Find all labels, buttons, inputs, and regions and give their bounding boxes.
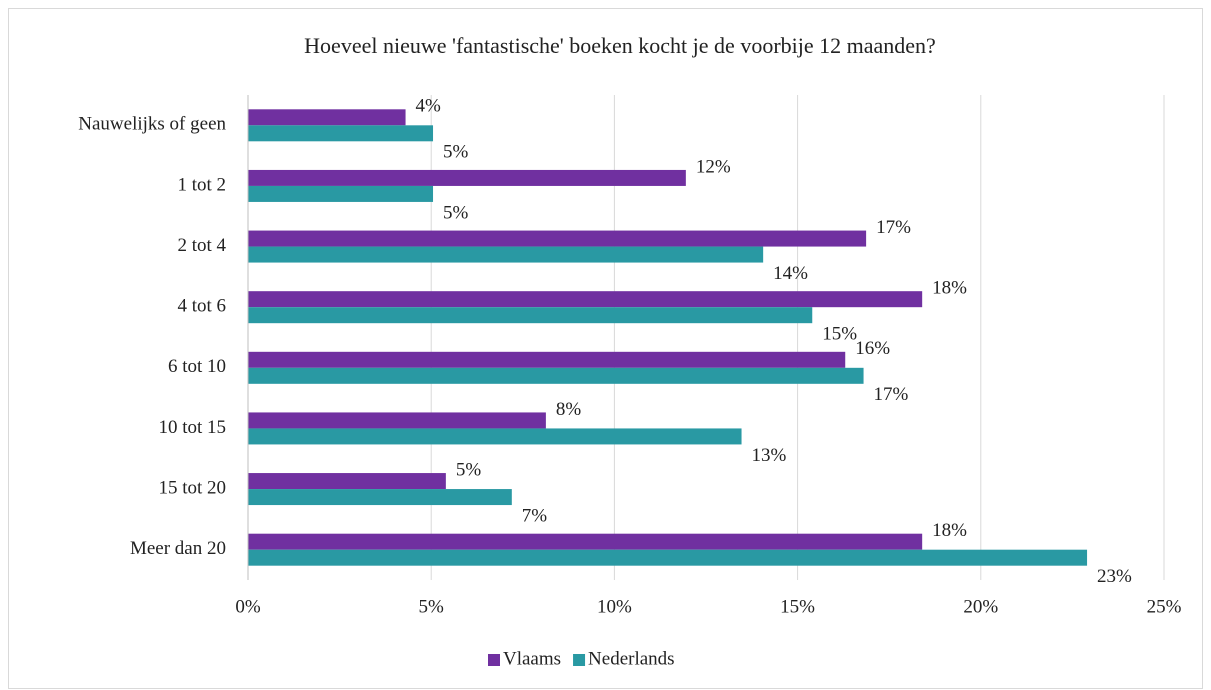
bar	[248, 185, 434, 202]
bar	[248, 230, 867, 247]
y-tick-label: 2 tot 4	[177, 235, 226, 256]
legend-swatch	[573, 654, 586, 666]
x-tick-label: 25%	[1147, 596, 1182, 617]
bar	[248, 473, 446, 490]
x-tick-label: 5%	[419, 596, 445, 617]
legend-label: Nederlands	[588, 648, 675, 669]
chart-frame	[8, 8, 1203, 689]
bar	[248, 549, 1088, 566]
y-tick-label: 10 tot 15	[158, 417, 226, 438]
bar	[248, 125, 434, 142]
x-tick-label: 20%	[963, 596, 998, 617]
data-label: 12%	[696, 156, 731, 177]
x-tick-label: 15%	[780, 596, 815, 617]
data-label: 15%	[822, 324, 857, 345]
x-tick-label: 10%	[597, 596, 632, 617]
bar	[248, 489, 512, 506]
bar	[248, 109, 406, 126]
data-label: 14%	[773, 263, 808, 284]
y-tick-label: Meer dan 20	[130, 538, 226, 559]
data-label: 4%	[416, 96, 442, 117]
data-label: 5%	[443, 202, 469, 223]
legend-swatch	[488, 654, 500, 666]
bar	[248, 351, 846, 368]
bar	[248, 412, 546, 429]
data-label: 17%	[874, 384, 909, 405]
bar	[248, 428, 742, 445]
y-tick-label: 1 tot 2	[177, 174, 226, 195]
legend-label: Vlaams	[503, 648, 561, 669]
data-label: 5%	[443, 142, 469, 163]
data-label: 13%	[752, 445, 787, 466]
data-label: 18%	[932, 520, 967, 541]
data-label: 16%	[855, 338, 890, 359]
y-tick-label: 15 tot 20	[158, 477, 226, 498]
bar	[248, 246, 764, 263]
bar	[248, 533, 923, 550]
data-label: 5%	[456, 459, 482, 480]
y-tick-label: 4 tot 6	[177, 296, 226, 317]
chart-title: Hoeveel nieuwe 'fantastische' boeken koc…	[304, 33, 936, 58]
bar	[248, 291, 923, 308]
data-label: 7%	[522, 505, 548, 526]
bar	[248, 169, 686, 186]
data-label: 17%	[876, 217, 911, 238]
y-tick-label: 6 tot 10	[168, 356, 226, 377]
data-label: 23%	[1097, 566, 1132, 587]
data-label: 8%	[556, 399, 582, 420]
bar	[248, 367, 864, 384]
y-tick-label: Nauwelijks of geen	[78, 114, 226, 135]
data-label: 18%	[932, 278, 967, 299]
bar	[248, 307, 813, 324]
x-tick-label: 0%	[235, 596, 261, 617]
